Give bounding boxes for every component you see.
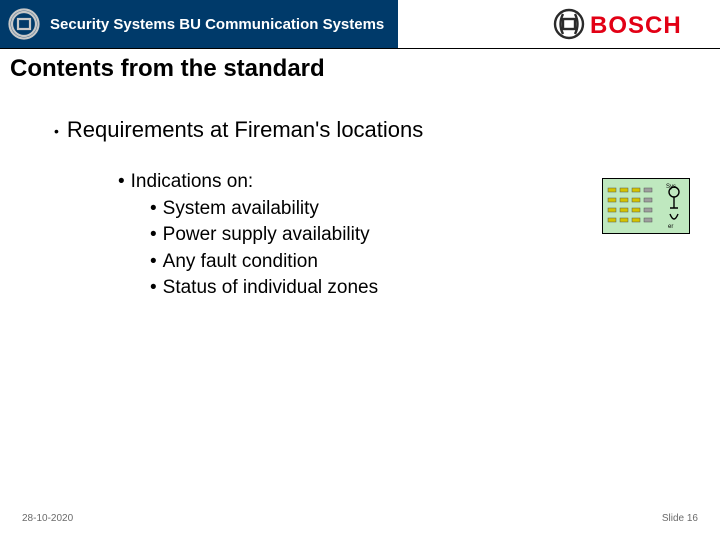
footer-page: Slide 16	[662, 513, 698, 524]
slide-content: Contents from the standard • Requirement…	[0, 49, 720, 302]
bullet-level1-text: Requirements at Fireman's locations	[67, 117, 423, 145]
footer-page-label: Slide	[662, 513, 684, 524]
bullet-level3: •Status of individual zones	[150, 275, 702, 302]
bullet-level2-text: Indications on:	[131, 169, 254, 196]
bullet-icon: •	[150, 222, 157, 249]
svg-text:er: er	[668, 224, 673, 230]
footer-page-num: 16	[687, 513, 698, 524]
bullet-level3-text: Power supply availability	[163, 222, 370, 249]
bullet-level3: •Any fault condition	[150, 249, 702, 276]
bullet-icon: •	[150, 196, 157, 223]
header-bar: Security Systems BU Communication System…	[0, 0, 398, 48]
page-title: Contents from the standard	[10, 55, 702, 83]
bullet-icon: •	[150, 249, 157, 276]
bullet-icon: •	[54, 117, 59, 145]
bosch-anchor-icon	[8, 8, 40, 40]
footer-date: 28-10-2020	[22, 513, 73, 524]
bullet-level3-text: System availability	[163, 196, 319, 223]
svg-text:Sys: Sys	[666, 184, 676, 190]
slide-header: Security Systems BU Communication System…	[0, 0, 720, 48]
bullet-level3-text: Any fault condition	[163, 249, 318, 276]
bullet-level1: • Requirements at Fireman's locations	[54, 117, 702, 145]
fireman-panel-icon: Sys er	[602, 178, 690, 239]
bullet-level3-text: Status of individual zones	[163, 275, 378, 302]
header-logo-area: BOSCH	[398, 0, 720, 48]
bullet-icon: •	[118, 169, 125, 196]
bosch-logo: BOSCH	[552, 7, 702, 41]
bosch-logo-text: BOSCH	[590, 12, 682, 39]
bullet-icon: •	[150, 275, 157, 302]
header-title: Security Systems BU Communication System…	[50, 16, 384, 33]
slide-footer: 28-10-2020 Slide 16	[0, 513, 720, 524]
